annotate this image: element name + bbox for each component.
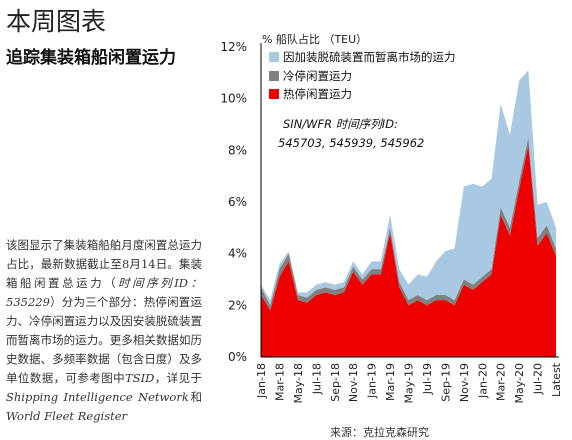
- area-hot-idle: [261, 145, 556, 357]
- legend-scrubber-label: 因加装脱硫装置而暂离市场的运力: [283, 50, 456, 64]
- y-tick-label: 0%: [228, 350, 247, 364]
- area-scrubber-retrofit: [261, 70, 556, 306]
- x-tick-label: Sep-18: [329, 363, 342, 402]
- desc-ref-1: Shipping Intelligence Network: [6, 390, 189, 404]
- annotation-line-2: 545703, 545939, 545962: [278, 136, 424, 150]
- x-tick-label: Mar-19: [384, 363, 397, 401]
- legend-hot-idle-swatch: [269, 89, 279, 99]
- desc-ref-2: World Fleet Register: [6, 409, 128, 423]
- x-tick-label: Jul-18: [310, 363, 323, 395]
- chart-description: 该图显示了集装箱船舶月度闲置总运力占比，最新数据截止至8月14日。集装箱船闲置总…: [6, 236, 202, 426]
- x-tick-label: Nov-18: [347, 363, 360, 402]
- x-tick-label: Mar-18: [273, 363, 286, 401]
- x-tick-label: Mar-20: [495, 363, 508, 401]
- x-tick-label: Jan-18: [255, 363, 268, 399]
- x-tick-label: May-18: [292, 363, 305, 404]
- y-tick-label: 12%: [220, 40, 247, 54]
- y-tick-label: 4%: [228, 247, 247, 261]
- x-tick-label: Jul-19: [421, 363, 434, 395]
- desc-series-code: 时间序列ID：535229: [6, 276, 203, 309]
- annotation-line-1: SIN/WFR 时间序列ID:: [283, 117, 398, 131]
- desc-part-3: ，详见于: [154, 371, 202, 385]
- x-tick-label: Jan-20: [476, 363, 489, 399]
- x-tick-label: Jul-20: [532, 363, 545, 395]
- y-tick-label: 2%: [228, 298, 247, 312]
- y-tick-label: 10%: [220, 92, 247, 106]
- chart-subtitle: 追踪集装箱船闲置运力: [6, 48, 176, 68]
- desc-part-2: ）分为三个部分：热停闲置运力、冷停闲置运力以及因安装脱硫装置而暂离市场的运力。更…: [6, 295, 202, 385]
- legend-cold-idle-label: 冷停闲置运力: [283, 69, 352, 83]
- y-tick-label: 8%: [228, 143, 247, 157]
- x-tick-label: Latest: [550, 362, 563, 397]
- x-tick-label: May-20: [513, 363, 526, 404]
- desc-part-1: 该图显示了集装箱船舶月度闲置总运力占比，最新数据截止至8月14日。集装箱船闲置总…: [6, 238, 202, 290]
- legend-cold-idle-swatch: [269, 71, 279, 81]
- x-tick-label: Nov-19: [458, 363, 471, 402]
- x-tick-label: May-19: [403, 363, 416, 404]
- desc-tsid: TSID: [125, 371, 155, 385]
- legend-hot-idle-label: 热停闲置运力: [283, 87, 352, 101]
- x-tick-label: Jan-19: [366, 363, 379, 399]
- source-note: 来源：克拉克森研究: [330, 426, 429, 439]
- y-axis-label: % 船队占比 （TEU）: [262, 32, 367, 46]
- x-tick-label: Sep-19: [439, 363, 452, 402]
- page-heading: 本周图表: [6, 7, 107, 36]
- legend-scrubber-swatch: [269, 52, 279, 62]
- y-tick-label: 6%: [228, 195, 247, 209]
- desc-and: 和: [188, 390, 202, 404]
